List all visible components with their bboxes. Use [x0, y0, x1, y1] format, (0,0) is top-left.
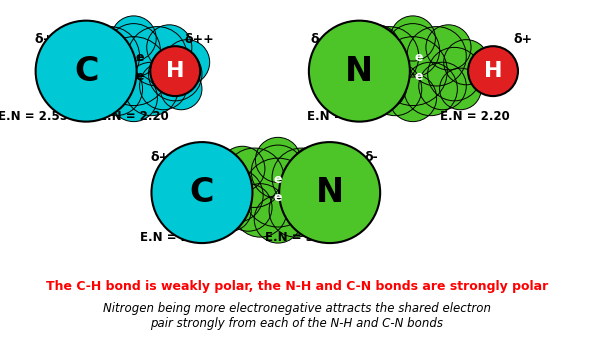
- Text: H: H: [166, 61, 185, 81]
- Ellipse shape: [80, 62, 128, 110]
- Ellipse shape: [225, 184, 272, 231]
- Text: N: N: [345, 54, 374, 88]
- Ellipse shape: [58, 40, 103, 85]
- Ellipse shape: [65, 68, 107, 110]
- Ellipse shape: [165, 40, 210, 85]
- Text: δ-: δ-: [365, 151, 378, 164]
- Text: δ+: δ+: [35, 33, 54, 46]
- Ellipse shape: [284, 184, 331, 231]
- Ellipse shape: [65, 48, 119, 101]
- Ellipse shape: [389, 74, 437, 122]
- Ellipse shape: [337, 40, 382, 85]
- Text: e: e: [274, 173, 282, 186]
- Text: e: e: [135, 70, 144, 83]
- Text: E.N = 2.55: E.N = 2.55: [0, 110, 68, 123]
- Ellipse shape: [272, 148, 331, 208]
- Ellipse shape: [151, 142, 252, 243]
- Ellipse shape: [359, 62, 407, 110]
- Text: Nitrogen being more electronegative attracts the shared electron
pair strongly f: Nitrogen being more electronegative attr…: [103, 302, 491, 330]
- Ellipse shape: [36, 20, 137, 122]
- Ellipse shape: [125, 62, 178, 116]
- Ellipse shape: [160, 68, 202, 110]
- Ellipse shape: [110, 74, 157, 122]
- Ellipse shape: [140, 62, 187, 110]
- Ellipse shape: [220, 146, 265, 192]
- Ellipse shape: [244, 158, 312, 227]
- Ellipse shape: [148, 48, 202, 101]
- Text: The C-H bond is weakly polar, the N-H and C-N bonds are strongly polar: The C-H bond is weakly polar, the N-H an…: [46, 280, 548, 293]
- Text: δ+: δ+: [513, 33, 532, 46]
- Ellipse shape: [210, 189, 251, 231]
- Ellipse shape: [345, 68, 386, 110]
- Ellipse shape: [255, 137, 301, 183]
- Text: E.N = 3.04: E.N = 3.04: [265, 231, 335, 244]
- Ellipse shape: [111, 16, 156, 61]
- Text: E.N = 2.55: E.N = 2.55: [140, 231, 210, 244]
- Text: e: e: [415, 70, 423, 83]
- Ellipse shape: [440, 68, 481, 110]
- Ellipse shape: [233, 184, 287, 237]
- Ellipse shape: [426, 25, 471, 70]
- Text: δ+: δ+: [151, 151, 170, 164]
- Ellipse shape: [75, 25, 121, 70]
- Text: C: C: [189, 176, 214, 209]
- Text: E.N = 2.20: E.N = 2.20: [99, 110, 169, 123]
- Ellipse shape: [293, 169, 346, 222]
- Ellipse shape: [99, 37, 168, 105]
- Ellipse shape: [419, 62, 466, 110]
- Ellipse shape: [269, 184, 323, 237]
- Text: C: C: [74, 54, 99, 88]
- Ellipse shape: [355, 25, 400, 70]
- Ellipse shape: [89, 62, 143, 116]
- Ellipse shape: [225, 148, 284, 208]
- Ellipse shape: [254, 196, 302, 243]
- Ellipse shape: [202, 161, 247, 206]
- Ellipse shape: [147, 25, 192, 70]
- Ellipse shape: [251, 145, 305, 198]
- Ellipse shape: [407, 27, 466, 86]
- Ellipse shape: [279, 142, 380, 243]
- Ellipse shape: [128, 27, 187, 86]
- Ellipse shape: [309, 161, 354, 206]
- Ellipse shape: [80, 27, 140, 86]
- Ellipse shape: [368, 62, 422, 116]
- Text: N: N: [315, 176, 344, 209]
- Ellipse shape: [107, 24, 160, 77]
- Text: E.N = 3.04: E.N = 3.04: [307, 110, 377, 123]
- Ellipse shape: [428, 48, 481, 101]
- Text: E.N = 2.20: E.N = 2.20: [440, 110, 510, 123]
- Ellipse shape: [345, 48, 398, 101]
- Ellipse shape: [309, 20, 410, 122]
- Text: e: e: [135, 51, 144, 65]
- Ellipse shape: [468, 46, 518, 96]
- Ellipse shape: [378, 37, 447, 105]
- Ellipse shape: [359, 27, 419, 86]
- Ellipse shape: [386, 24, 440, 77]
- Text: H: H: [484, 61, 503, 81]
- Ellipse shape: [390, 16, 435, 61]
- Ellipse shape: [210, 169, 263, 222]
- Ellipse shape: [444, 40, 489, 85]
- Text: e: e: [274, 191, 282, 204]
- Ellipse shape: [404, 62, 457, 116]
- Ellipse shape: [150, 46, 200, 96]
- Text: δ-: δ-: [311, 33, 324, 46]
- Ellipse shape: [291, 146, 336, 192]
- Ellipse shape: [305, 189, 346, 231]
- Text: e: e: [415, 51, 423, 65]
- Text: δ++: δ++: [184, 33, 214, 46]
